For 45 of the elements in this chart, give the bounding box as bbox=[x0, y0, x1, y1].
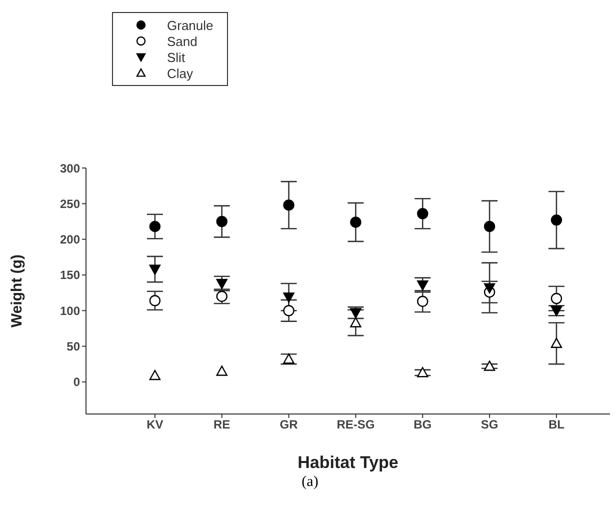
point bbox=[149, 264, 161, 275]
y-tick-label: 100 bbox=[60, 304, 80, 318]
legend-label: Slit bbox=[167, 50, 186, 64]
point bbox=[550, 214, 562, 226]
x-tick-label: BL bbox=[548, 418, 564, 432]
point bbox=[550, 306, 562, 316]
point bbox=[216, 216, 228, 228]
point bbox=[283, 305, 294, 316]
y-tick-label: 50 bbox=[66, 340, 80, 354]
point bbox=[550, 338, 562, 348]
x-tick-label: KV bbox=[146, 418, 164, 432]
text: (a) bbox=[300, 474, 320, 491]
point bbox=[149, 220, 161, 232]
legend-label: Sand bbox=[167, 34, 198, 48]
x-axis-title: Habitat Type bbox=[298, 453, 398, 472]
y-tick-label: 150 bbox=[60, 268, 80, 282]
point bbox=[216, 366, 228, 376]
legend-label: Granule bbox=[167, 18, 214, 32]
point bbox=[484, 360, 496, 371]
x-tick-label: BG bbox=[414, 418, 432, 432]
x-tick-label: GR bbox=[280, 418, 298, 432]
point bbox=[484, 283, 496, 294]
point bbox=[550, 292, 562, 304]
point bbox=[484, 220, 496, 232]
y-axis-title: Weight (g) bbox=[8, 254, 26, 328]
y-tick-label: 0 bbox=[73, 375, 80, 390]
x-tick-label: RE bbox=[214, 418, 230, 432]
y-tick-label: 200 bbox=[60, 232, 80, 247]
point bbox=[417, 208, 428, 220]
point bbox=[350, 216, 362, 228]
point bbox=[417, 367, 428, 378]
y-tick-label: 250 bbox=[60, 196, 80, 211]
x-tick-label: SG bbox=[480, 418, 498, 432]
x-tick-label: RE-SG bbox=[336, 418, 375, 432]
point bbox=[350, 317, 362, 328]
y-tick-label: 300 bbox=[60, 161, 80, 176]
point bbox=[149, 370, 161, 380]
point bbox=[417, 296, 428, 307]
point bbox=[149, 295, 161, 306]
point bbox=[283, 199, 294, 211]
point bbox=[283, 353, 294, 364]
point bbox=[216, 278, 228, 290]
legend-label: Clay bbox=[167, 66, 194, 80]
point bbox=[283, 292, 294, 303]
point bbox=[417, 280, 428, 291]
